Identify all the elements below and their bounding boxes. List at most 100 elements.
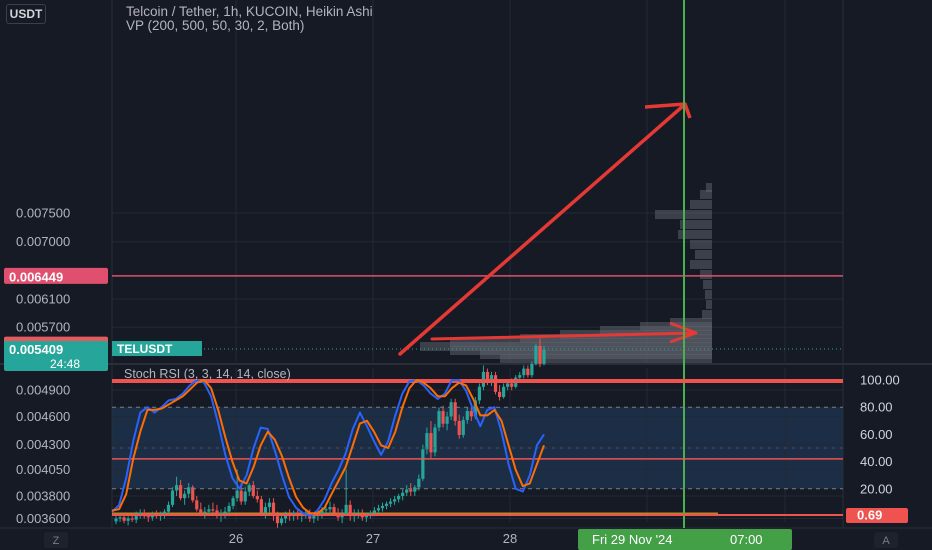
candle-body [522, 368, 526, 376]
stoch-tick-label: 80.00 [860, 400, 893, 415]
candle-body [425, 433, 429, 450]
candle-body [215, 510, 219, 516]
candle-body [445, 416, 449, 424]
auto-scale-button[interactable]: A [874, 532, 898, 548]
candle-body [506, 383, 510, 387]
candle-body [251, 485, 255, 496]
chart-title: Telcoin / Tether, 1h, KUCOIN, Heikin Ash… [126, 4, 373, 19]
candle-body [538, 345, 542, 364]
candle-body [114, 518, 118, 522]
candle-body [199, 509, 203, 513]
stoch-tick-label: 40.00 [860, 454, 893, 469]
volume-profile-bar-12 [706, 300, 712, 309]
candle-body [179, 485, 183, 499]
current-price-badge-bg [4, 341, 108, 372]
candle-body [348, 504, 352, 517]
candle-body [211, 509, 215, 511]
candle-body [267, 502, 272, 508]
zoom-button-bg [44, 532, 68, 548]
candle-body [429, 433, 433, 453]
candle-body [441, 411, 445, 424]
candle-body [223, 511, 227, 513]
candle-body [401, 492, 405, 496]
symbol-badge[interactable]: TELUSDT [112, 341, 202, 357]
candle-body [283, 513, 288, 519]
candle-body [255, 495, 259, 500]
candle-body [469, 411, 473, 417]
candle-body [489, 375, 494, 382]
support-arrow-head[interactable] [669, 321, 698, 344]
price-tick-label: 0.004900 [16, 383, 70, 398]
candle-body [187, 487, 191, 494]
volume-profile-bar-0 [706, 183, 712, 192]
time-marker-badge[interactable]: Fri 29 Nov '24 07:00 [578, 529, 792, 550]
candle-body [421, 449, 425, 479]
time-tick-label: 28 [503, 531, 517, 546]
candle-body [195, 500, 199, 510]
stoch-current-badge[interactable]: 0.69 [846, 508, 908, 524]
candle-body [534, 345, 538, 364]
time-marker-date: Fri 29 Nov '24 [592, 532, 673, 547]
symbol-badge-bg [112, 341, 202, 357]
time-tick-label: 26 [229, 531, 243, 546]
volume-profile-bar-23 [500, 354, 712, 363]
time-tick-label: 27 [366, 531, 380, 546]
support-arrow-line[interactable] [430, 331, 697, 341]
price-tick-label: 0.003800 [16, 488, 70, 503]
candle-body [457, 421, 461, 435]
volume-profile-bar-10 [703, 280, 712, 289]
stoch-current-badge-bg [846, 508, 908, 524]
candle-body [126, 518, 130, 521]
stoch-axis: 20.00 40.00 60.00 80.00 100.00 [860, 373, 900, 497]
price-tick-label: 0.004050 [16, 462, 70, 477]
candle-body [227, 505, 231, 512]
candle-body [485, 371, 490, 382]
currency-button[interactable]: USDT [6, 4, 46, 24]
target-price-badge-text: 0.006449 [9, 269, 63, 284]
candle-body [207, 509, 211, 512]
current-price-text: 0.005409 [9, 342, 63, 357]
candle-body [275, 516, 280, 524]
stoch-k-line [111, 379, 545, 517]
volume-profile-label[interactable]: VP (200, 500, 50, 30, 2, Both) [126, 18, 305, 33]
candle-body [279, 518, 284, 524]
candle-body [380, 505, 385, 509]
stoch-d-line [111, 379, 545, 515]
stoch-current-badge-text: 0.69 [857, 508, 882, 523]
candle-body [405, 489, 409, 493]
volume-profile-bar-5 [678, 230, 712, 239]
zoom-button[interactable]: Z [44, 532, 68, 548]
candle-body [203, 511, 207, 513]
candle-body [376, 508, 381, 511]
candle-body [146, 516, 150, 518]
candle-body [384, 503, 389, 506]
volume-profile-bar-7 [695, 250, 712, 259]
candle-body [433, 427, 437, 453]
volume-profile-bar-9 [700, 270, 712, 279]
candle-body [477, 386, 481, 401]
volume-profile-bar-13 [702, 310, 712, 319]
candle-body [510, 383, 514, 387]
target-price-badge[interactable]: 0.006449 [4, 267, 108, 285]
candle-body [162, 511, 167, 516]
candle-body [473, 400, 477, 417]
candle-body [502, 386, 506, 398]
candle-body [263, 507, 267, 513]
candle-body [191, 487, 195, 501]
countdown-text: 24:48 [50, 357, 80, 371]
price-tick-label: 0.007500 [16, 205, 70, 220]
stoch-rsi-label[interactable]: Stoch RSI (3, 3, 14, 14, close) [124, 367, 291, 381]
time-marker-badge-bg [578, 529, 792, 550]
candle-body [449, 402, 453, 417]
price-tick-label: 0.004300 [16, 437, 70, 452]
candle-body [130, 518, 134, 520]
candle-body [409, 489, 413, 492]
candle-body [437, 411, 441, 428]
candle-body [134, 515, 138, 520]
symbol-badge-text: TELUSDT [117, 342, 173, 356]
price-tick-label: 0.006100 [16, 291, 70, 306]
target-arrow-line[interactable] [398, 104, 685, 356]
candle-body [122, 517, 126, 521]
